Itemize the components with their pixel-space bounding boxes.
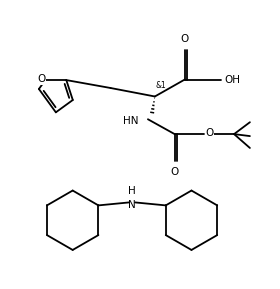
Text: HN: HN xyxy=(123,116,138,126)
Text: &1: &1 xyxy=(156,81,167,90)
Text: O: O xyxy=(171,167,179,177)
Text: O: O xyxy=(205,128,214,138)
Text: O: O xyxy=(37,74,46,84)
Text: O: O xyxy=(180,34,189,44)
Text: H: H xyxy=(128,186,136,197)
Text: N: N xyxy=(128,201,136,210)
Text: OH: OH xyxy=(224,75,240,85)
